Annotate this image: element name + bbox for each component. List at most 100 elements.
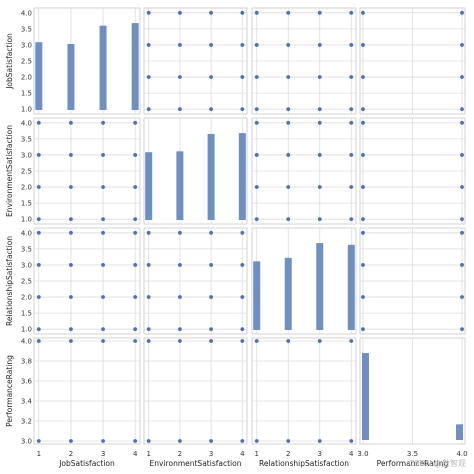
y-tick-label: 1.5 bbox=[21, 200, 32, 208]
scatter-point bbox=[254, 120, 259, 125]
x-tick-label: 2 bbox=[69, 450, 73, 458]
scatter-point bbox=[69, 230, 73, 235]
scatter-point bbox=[101, 339, 105, 343]
scatter-point bbox=[317, 107, 322, 112]
x-tick-label: 4 bbox=[133, 450, 138, 458]
scatter-point bbox=[133, 295, 138, 299]
y-tick-label: 1.5 bbox=[21, 310, 32, 318]
scatter-point bbox=[240, 295, 245, 299]
scatter-point bbox=[101, 120, 105, 125]
scatter-point bbox=[146, 339, 151, 343]
scatter-point bbox=[240, 75, 245, 79]
panel-EnvironmentSatisfaction-vs-RelationshipSatisfaction bbox=[251, 117, 357, 225]
scatter-point bbox=[460, 185, 464, 189]
scatter-point bbox=[101, 230, 105, 235]
y-tick-label: 3.0 bbox=[21, 261, 32, 269]
scatter-point bbox=[133, 263, 138, 267]
scatter-point bbox=[146, 43, 151, 47]
scatter-point bbox=[460, 295, 464, 299]
scatter-point bbox=[254, 75, 259, 79]
y-tick-label: 3.0 bbox=[21, 438, 32, 446]
y-tick-label: 1.0 bbox=[21, 216, 32, 224]
scatter-point bbox=[177, 10, 182, 15]
scatter-point bbox=[361, 217, 365, 222]
panel-EnvironmentSatisfaction-vs-JobSatisfaction bbox=[33, 117, 141, 225]
scatter-point bbox=[317, 153, 322, 157]
x-axis-label: RelationshipSatisfaction bbox=[259, 459, 349, 468]
scatter-point bbox=[460, 107, 464, 112]
panel-PerformanceRating-vs-JobSatisfaction bbox=[33, 337, 141, 445]
scatter-point bbox=[317, 43, 322, 47]
scatter-point bbox=[36, 439, 41, 443]
x-tick-label: 3.5 bbox=[407, 450, 418, 458]
scatter-point bbox=[209, 263, 214, 267]
scatter-point bbox=[349, 10, 354, 15]
scatter-point bbox=[133, 339, 138, 343]
y-tick-label: 2.0 bbox=[21, 184, 32, 192]
histogram-bar bbox=[35, 42, 43, 110]
scatter-point bbox=[254, 10, 259, 15]
scatter-point bbox=[460, 10, 464, 15]
scatter-point bbox=[240, 107, 245, 112]
scatter-point bbox=[69, 327, 73, 332]
x-tick-label: 1 bbox=[146, 450, 150, 458]
scatter-point bbox=[209, 75, 214, 79]
scatter-point bbox=[209, 295, 214, 299]
scatter-point bbox=[286, 75, 291, 79]
panel-JobSatisfaction-vs-PerformanceRating bbox=[359, 7, 466, 115]
x-axis-label: EnvironmentSatisfaction bbox=[150, 459, 242, 468]
scatter-point bbox=[146, 75, 151, 79]
x-tick-label: 4 bbox=[349, 450, 354, 458]
scatter-point bbox=[133, 153, 138, 157]
scatter-point bbox=[254, 43, 259, 47]
scatter-point bbox=[286, 120, 291, 125]
histogram-bar bbox=[316, 243, 324, 330]
panel-frame bbox=[251, 227, 357, 335]
scatter-point bbox=[209, 230, 214, 235]
scatter-point bbox=[146, 263, 151, 267]
scatter-point bbox=[317, 439, 322, 443]
scatter-point bbox=[101, 153, 105, 157]
scatter-point bbox=[36, 153, 41, 157]
scatter-point bbox=[69, 439, 73, 443]
scatter-point bbox=[177, 339, 182, 343]
x-tick-label: 3 bbox=[209, 450, 213, 458]
histogram-bar bbox=[67, 43, 75, 111]
scatter-point bbox=[240, 10, 245, 15]
scatter-point bbox=[36, 327, 41, 332]
scatter-point bbox=[209, 107, 214, 112]
scatter-point bbox=[36, 263, 41, 267]
x-tick-label: 4.0 bbox=[456, 450, 467, 458]
x-tick-label: 3 bbox=[318, 450, 322, 458]
scatter-point bbox=[317, 10, 322, 15]
panel-EnvironmentSatisfaction-vs-EnvironmentSatisfaction bbox=[143, 117, 248, 225]
y-tick-label: 2.5 bbox=[21, 278, 32, 286]
scatter-point bbox=[254, 439, 259, 443]
scatter-point bbox=[177, 43, 182, 47]
scatter-point bbox=[254, 153, 259, 157]
histogram-bar bbox=[456, 424, 464, 440]
scatter-point bbox=[69, 153, 73, 157]
scatter-point bbox=[286, 339, 291, 343]
scatter-point bbox=[101, 327, 105, 332]
scatter-point bbox=[240, 43, 245, 47]
y-tick-label: 1.5 bbox=[21, 90, 32, 98]
scatter-point bbox=[286, 217, 291, 222]
watermark-text: CSDN @数智观 bbox=[409, 458, 466, 468]
histogram-bar bbox=[145, 152, 153, 220]
scatter-point bbox=[317, 185, 322, 189]
scatter-point bbox=[361, 153, 365, 157]
scatter-point bbox=[361, 75, 365, 79]
scatter-point bbox=[460, 327, 464, 332]
scatter-point bbox=[361, 263, 365, 267]
scatter-point bbox=[349, 339, 354, 343]
scatter-point bbox=[69, 120, 73, 125]
y-tick-label: 3.6 bbox=[21, 378, 33, 386]
panel-JobSatisfaction-vs-EnvironmentSatisfaction bbox=[143, 7, 248, 115]
scatter-point bbox=[177, 295, 182, 299]
scatter-point bbox=[146, 295, 151, 299]
y-axis-label: EnvironmentSatisfaction bbox=[5, 125, 14, 217]
histogram-bar bbox=[238, 133, 246, 220]
y-tick-label: 2.0 bbox=[21, 294, 32, 302]
y-tick-label: 3.0 bbox=[21, 151, 32, 159]
